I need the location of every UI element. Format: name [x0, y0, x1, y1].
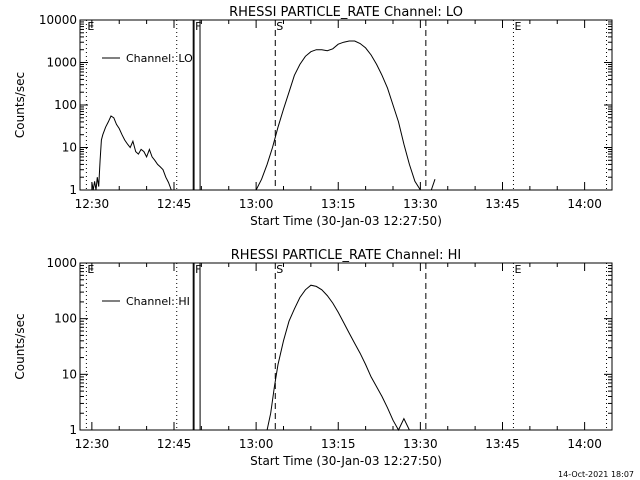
panel-1-y-tick-label: 100: [54, 98, 77, 112]
panel-2-x-axis-label: Start Time (30-Jan-03 12:27:50): [250, 454, 442, 468]
panel-2-y-tick-label: 1000: [46, 256, 77, 270]
panel-2-series-line: [192, 262, 201, 431]
panel-2-event-marker-label: E: [87, 263, 94, 276]
panel-1-legend-label: Channel: LO: [126, 52, 193, 65]
panel-1-series-line: [255, 40, 421, 191]
panel-1-x-tick-label: 12:45: [157, 197, 192, 211]
panel-1-y-tick-label: 1000: [46, 56, 77, 70]
panel-1-chart-title: RHESSI PARTICLE_RATE Channel: LO: [229, 5, 463, 20]
panel-1-event-marker-label: E: [87, 20, 94, 33]
panel-2-x-tick-label: 12:45: [157, 437, 192, 451]
panel-2-event-marker-label: F: [195, 263, 201, 276]
panel-1-x-tick-label: 13:45: [485, 197, 520, 211]
panel-1-series-line: [192, 19, 201, 191]
panel-1-plot-frame: [79, 19, 613, 191]
panel-1-y-tick-label: 1: [69, 183, 77, 197]
panel-1-x-tick-label: 14:00: [567, 197, 602, 211]
panel-2-series-line: [266, 284, 410, 432]
panel-1-y-tick-label: 10: [62, 141, 77, 155]
panel-2-y-axis-label: Counts/sec: [13, 313, 27, 379]
panel-2-x-tick-label: 13:30: [403, 437, 438, 451]
panel-2-plot-frame: [79, 262, 613, 431]
panel-2-legend-label: Channel: HI: [126, 295, 190, 308]
panel-1-event-marker-label: E: [514, 20, 521, 33]
panel-1-y-axis-label: Counts/sec: [13, 72, 27, 138]
panel-2-event-marker-label: S: [276, 263, 283, 276]
panel-1-series-line: [91, 115, 172, 191]
footer-timestamp: 14-Oct-2021 18:07: [558, 470, 634, 479]
panel-1-x-tick-label: 12:30: [75, 197, 110, 211]
panel-2-x-tick-label: 14:00: [567, 437, 602, 451]
panel-1-y-tick-label: 10000: [39, 13, 77, 27]
panel-2-event-marker-label: E: [514, 263, 521, 276]
panel-2-x-tick-label: 13:45: [485, 437, 520, 451]
panel-1-x-tick-label: 13:15: [321, 197, 356, 211]
panel-2-y-tick-label: 1: [69, 423, 77, 437]
panel-2-x-tick-label: 13:15: [321, 437, 356, 451]
panel-2-x-tick-label: 12:30: [75, 437, 110, 451]
panel-2-y-tick-label: 10: [62, 367, 77, 381]
panel-1-x-tick-label: 13:00: [239, 197, 274, 211]
panel-1-x-tick-label: 13:30: [403, 197, 438, 211]
panel-1-event-marker-label: S: [276, 20, 283, 33]
panel-1-series-line: [430, 179, 436, 191]
panel-1-x-axis-label: Start Time (30-Jan-03 12:27:50): [250, 214, 442, 228]
panel-1-event-marker-label: F: [195, 20, 201, 33]
panel-2-chart-title: RHESSI PARTICLE_RATE Channel: HI: [231, 248, 461, 263]
panel-2-x-tick-label: 13:00: [239, 437, 274, 451]
panel-2-y-tick-label: 100: [54, 312, 77, 326]
